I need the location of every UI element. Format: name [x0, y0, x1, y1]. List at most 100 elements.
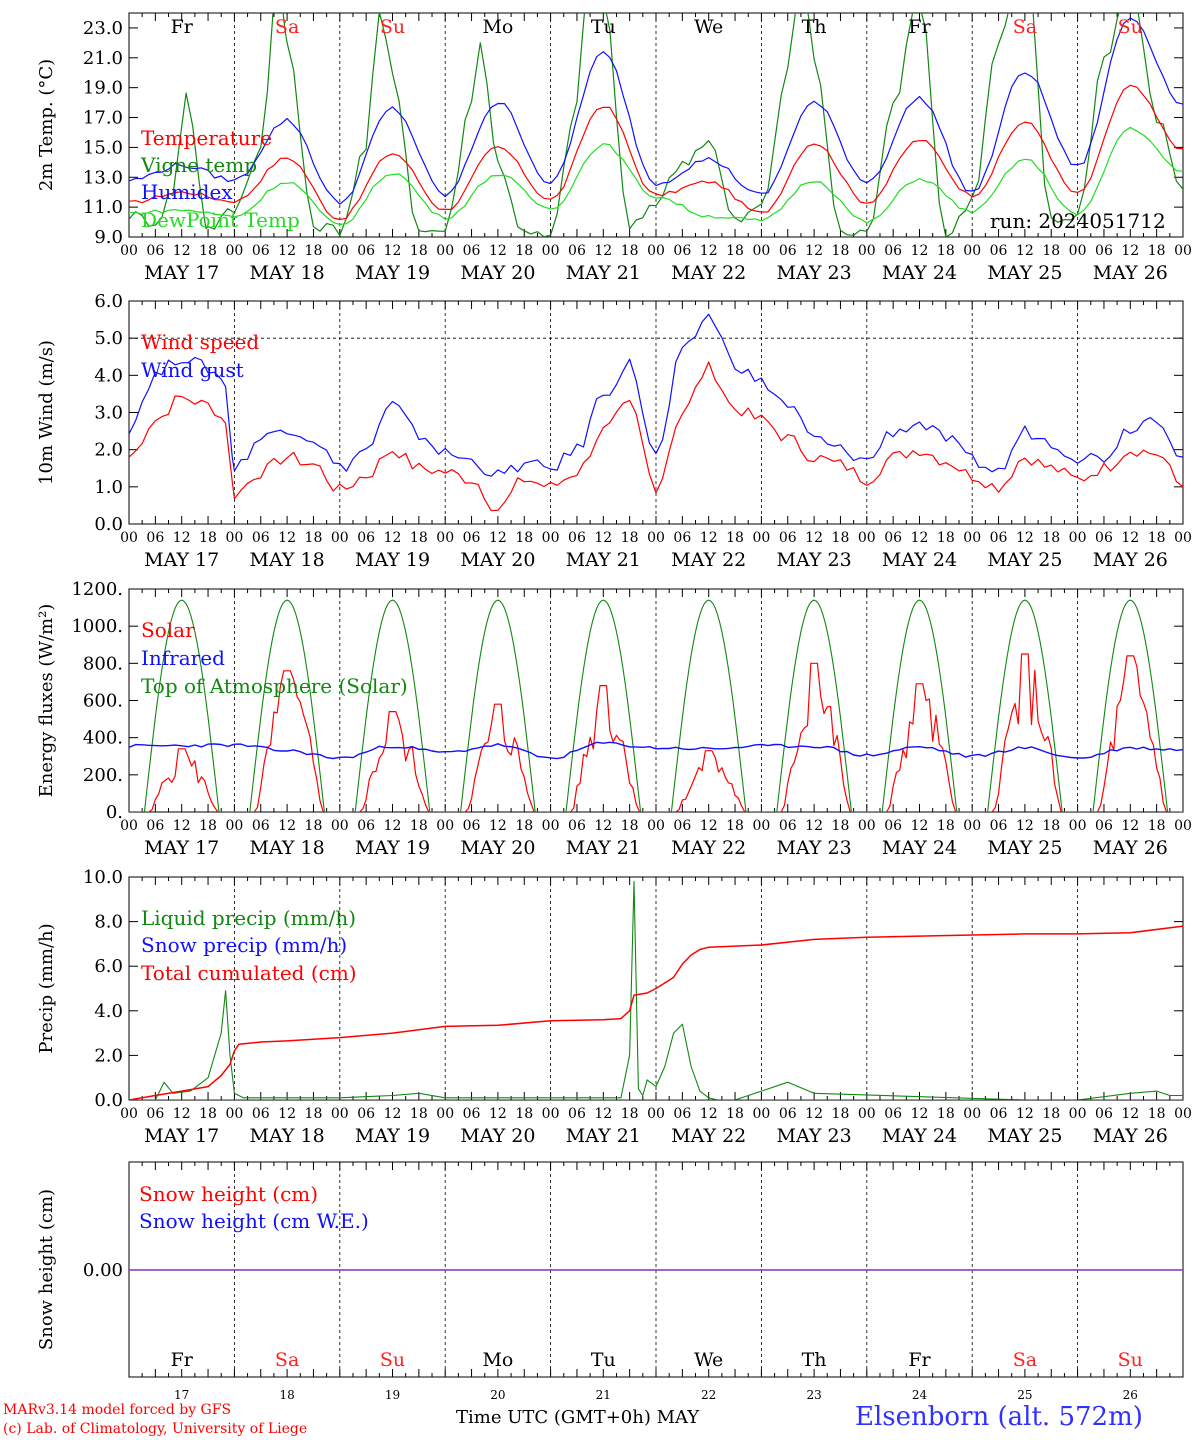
legend-entry: Snow height (cm W.E.) [139, 1209, 369, 1233]
x-hour-tick-label: 06 [779, 530, 797, 546]
x-hour-tick-label: 00 [542, 818, 560, 834]
x-date-label: MAY 18 [250, 837, 325, 859]
y-tick-label: 4.0 [94, 365, 123, 386]
x-hour-tick-label: 12 [384, 1106, 402, 1122]
x-hour-tick-label: 12 [173, 1106, 191, 1122]
x-hour-tick-label: 18 [1042, 1106, 1060, 1122]
x-hour-tick-label: 12 [805, 243, 823, 259]
weekday-label: Fr [908, 1349, 931, 1371]
x-hour-tick-label: 18 [621, 530, 639, 546]
x-hour-tick-label: 18 [621, 243, 639, 259]
x-date-label: MAY 20 [460, 1125, 535, 1147]
x-hour-tick-label: 18 [305, 530, 323, 546]
x-hour-tick-label: 12 [911, 818, 929, 834]
x-hour-tick-label: 12 [1016, 818, 1034, 834]
day-number-label: 24 [912, 1388, 928, 1402]
x-hour-tick-label: 18 [726, 818, 744, 834]
x-hour-tick-label: 18 [199, 818, 217, 834]
x-hour-tick-label: 18 [621, 818, 639, 834]
x-hour-tick-label: 06 [252, 1106, 270, 1122]
y-tick-label: 10.0 [83, 867, 123, 888]
x-hour-tick-label: 06 [673, 1106, 691, 1122]
x-hour-tick-label: 00 [1174, 818, 1192, 834]
x-hour-tick-label: 00 [225, 243, 243, 259]
series-line-solar [129, 653, 1180, 812]
x-hour-tick-label: 06 [779, 818, 797, 834]
x-hour-tick-label: 12 [489, 243, 507, 259]
day-number-label: 20 [490, 1388, 505, 1402]
weekday-label: Tu [591, 16, 616, 38]
x-date-label: MAY 17 [144, 549, 219, 571]
x-hour-tick-label: 12 [1121, 530, 1139, 546]
x-hour-tick-label: 12 [384, 530, 402, 546]
x-hour-tick-label: 00 [331, 530, 349, 546]
x-hour-tick-label: 00 [542, 1106, 560, 1122]
y-tick-label: 0.0 [94, 514, 123, 535]
x-date-label: MAY 23 [777, 549, 852, 571]
y-tick-label: 2.0 [94, 440, 123, 461]
x-date-label: MAY 20 [460, 262, 535, 284]
x-hour-tick-label: 18 [199, 530, 217, 546]
x-hour-tick-label: 12 [278, 1106, 296, 1122]
x-date-label: MAY 21 [566, 549, 641, 571]
x-hour-tick-label: 00 [963, 530, 981, 546]
day-number-label: 23 [806, 1388, 821, 1402]
y-axis-label: 2m Temp. (°C) [36, 59, 57, 191]
x-date-label: MAY 26 [1093, 1125, 1168, 1147]
x-hour-tick-label: 06 [1095, 243, 1113, 259]
panel-3-frame [128, 588, 1184, 813]
legend-entry: Snow precip (mm/h) [141, 933, 347, 957]
x-hour-tick-label: 00 [647, 1106, 665, 1122]
day-number-label: 21 [596, 1388, 611, 1402]
x-hour-tick-label: 06 [884, 243, 902, 259]
day-number-label: 26 [1123, 1388, 1138, 1402]
x-hour-tick-label: 06 [673, 818, 691, 834]
x-hour-tick-label: 12 [805, 818, 823, 834]
x-hour-tick-label: 00 [120, 1106, 138, 1122]
x-hour-tick-label: 12 [173, 243, 191, 259]
x-date-label: MAY 24 [882, 837, 957, 859]
x-date-label: MAY 26 [1093, 262, 1168, 284]
x-hour-tick-label: 18 [832, 818, 850, 834]
x-date-label: MAY 22 [671, 1125, 746, 1147]
x-hour-tick-label: 06 [252, 243, 270, 259]
x-date-label: MAY 18 [250, 549, 325, 571]
series-line-temperature [129, 84, 1183, 221]
x-hour-tick-label: 12 [489, 530, 507, 546]
x-hour-tick-label: 00 [331, 818, 349, 834]
x-hour-tick-label: 18 [1042, 818, 1060, 834]
y-tick-label: 19.0 [83, 78, 123, 99]
y-tick-label: 400. [83, 728, 123, 749]
panel-1-frame [128, 12, 1184, 238]
x-hour-tick-label: 18 [410, 530, 428, 546]
x-hour-tick-label: 12 [700, 243, 718, 259]
x-hour-tick-label: 12 [700, 1106, 718, 1122]
x-hour-tick-label: 18 [832, 1106, 850, 1122]
x-hour-tick-label: 00 [1174, 243, 1192, 259]
x-hour-tick-label: 12 [700, 530, 718, 546]
x-hour-tick-label: 12 [278, 818, 296, 834]
x-hour-tick-label: 00 [752, 1106, 770, 1122]
x-hour-tick-label: 18 [515, 530, 533, 546]
y-tick-label: 1000. [71, 616, 123, 637]
x-hour-tick-label: 06 [1095, 530, 1113, 546]
x-hour-tick-label: 18 [410, 243, 428, 259]
x-hour-tick-label: 12 [173, 530, 191, 546]
x-hour-tick-label: 12 [805, 1106, 823, 1122]
x-hour-tick-label: 18 [1148, 530, 1166, 546]
x-hour-tick-label: 06 [1095, 818, 1113, 834]
series-line-wind-gust [129, 313, 1183, 477]
x-date-label: MAY 25 [987, 837, 1062, 859]
x-hour-tick-label: 12 [594, 530, 612, 546]
x-hour-tick-label: 06 [357, 818, 375, 834]
y-tick-label: 1.0 [94, 477, 123, 498]
x-hour-tick-label: 06 [357, 530, 375, 546]
x-date-label: MAY 22 [671, 549, 746, 571]
y-tick-label: 13.0 [83, 167, 123, 188]
x-hour-tick-label: 12 [911, 530, 929, 546]
series-line-humidex [129, 17, 1183, 205]
y-tick-label: 2.0 [94, 1045, 123, 1066]
run-label: run: 2024051712 [990, 209, 1166, 233]
x-hour-tick-label: 00 [331, 243, 349, 259]
x-hour-tick-label: 12 [278, 530, 296, 546]
